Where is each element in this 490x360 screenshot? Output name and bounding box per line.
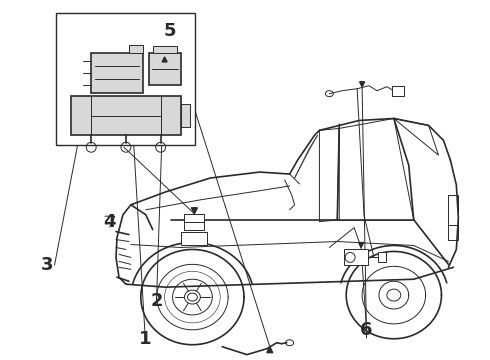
- Bar: [184, 214, 204, 230]
- Bar: [129, 45, 143, 53]
- Ellipse shape: [184, 290, 200, 304]
- Bar: [56, 13, 196, 145]
- Text: 3: 3: [40, 256, 53, 274]
- Polygon shape: [162, 57, 167, 62]
- Bar: [149, 53, 180, 85]
- Text: 4: 4: [103, 213, 116, 231]
- Ellipse shape: [345, 252, 355, 262]
- Bar: [448, 195, 458, 239]
- Text: 2: 2: [150, 292, 163, 310]
- Bar: [344, 249, 368, 265]
- Polygon shape: [192, 208, 197, 214]
- Text: 1: 1: [139, 330, 151, 348]
- Bar: [72, 96, 180, 135]
- Polygon shape: [359, 243, 364, 247]
- Polygon shape: [267, 347, 273, 353]
- Bar: [180, 104, 191, 127]
- Bar: [153, 46, 176, 53]
- Text: 5: 5: [163, 22, 176, 40]
- Bar: [181, 231, 207, 246]
- Bar: [91, 53, 143, 93]
- Bar: [378, 252, 386, 262]
- Bar: [392, 86, 404, 96]
- Text: 6: 6: [360, 321, 373, 339]
- Polygon shape: [360, 82, 365, 87]
